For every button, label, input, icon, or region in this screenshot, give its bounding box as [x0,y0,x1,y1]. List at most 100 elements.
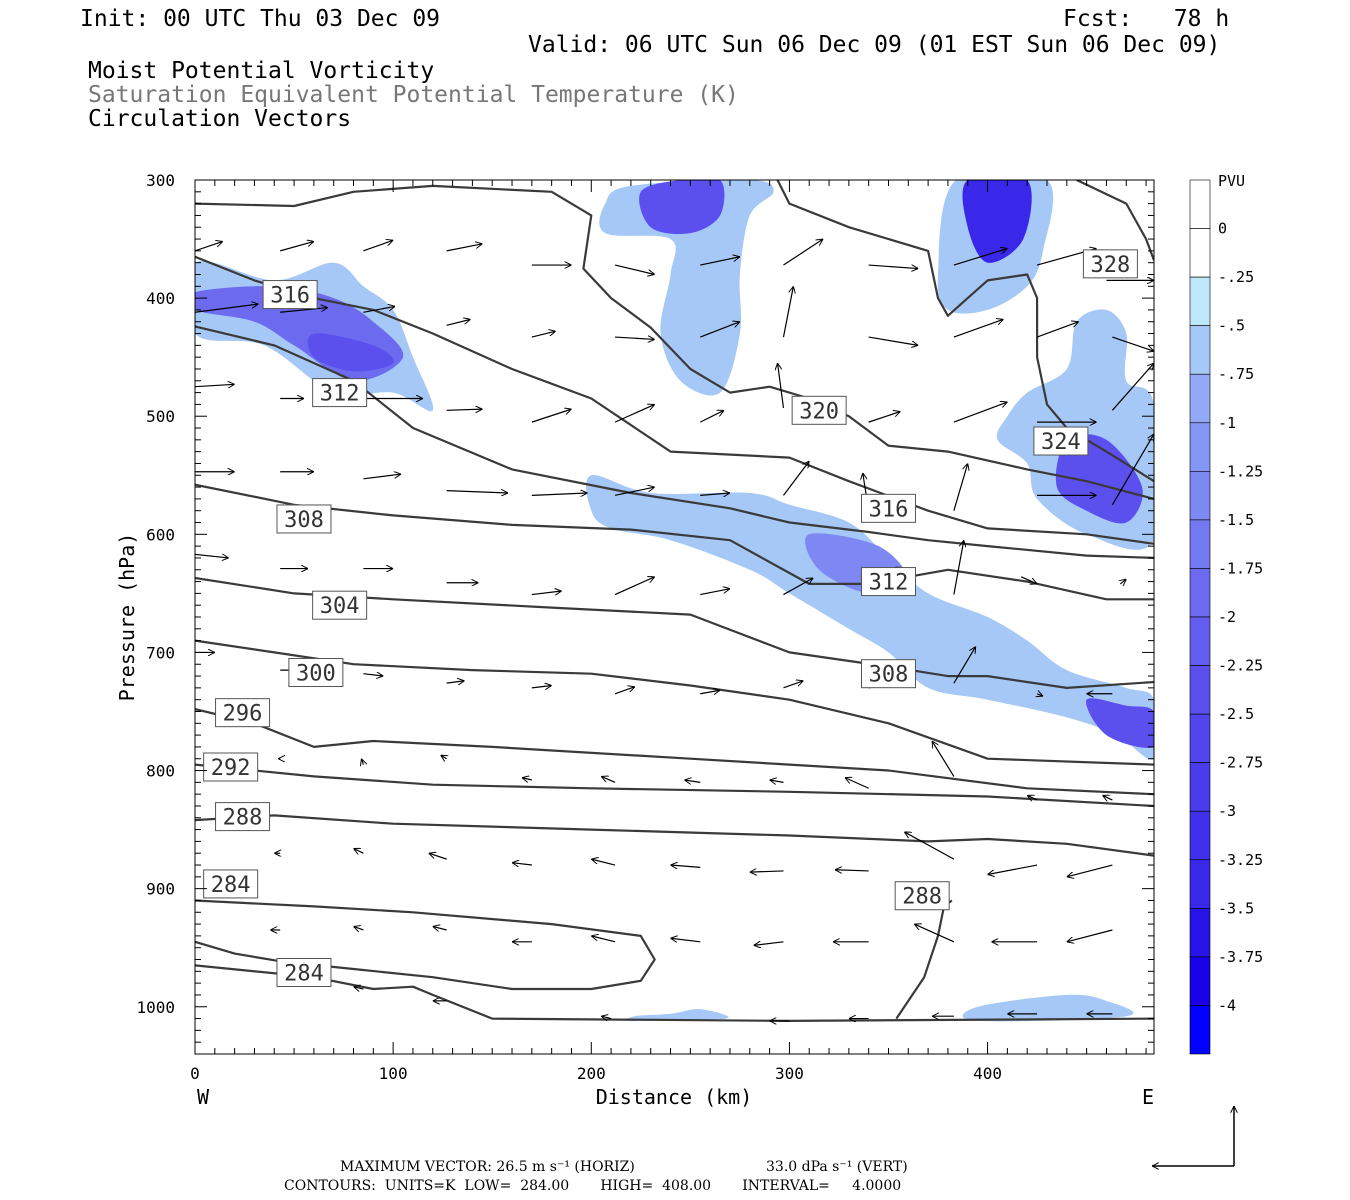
theta-contour-308 [195,483,1154,601]
y-tick-label: 500 [146,407,175,426]
circulation-vector [512,863,532,865]
contour-label: 288 [902,885,942,910]
y-tick-label: 400 [146,289,175,308]
circulation-vector [531,409,572,423]
field-title-vectors: Circulation Vectors [88,106,351,132]
circulation-vector [700,589,730,596]
circulation-vector [904,832,955,860]
colorbar-label: -3.25 [1218,851,1263,869]
y-tick-label: 300 [146,171,175,190]
colorbar-swatch [1189,908,1211,958]
circulation-vector [782,461,809,496]
contour-label: 300 [296,662,336,687]
contour-label-box [860,493,916,523]
contour-label-box [203,752,259,782]
contour-label-box [276,958,332,988]
colorbar-swatch [1189,665,1211,715]
circulation-vector [1111,363,1154,411]
colorbar-swatch [1189,471,1211,521]
colorbar-unit: PVU [1218,172,1245,190]
contour-label: 284 [284,962,324,987]
pv-shade-region [626,1009,729,1022]
contour-label: 324 [1041,430,1081,455]
colorbar-label: -1.5 [1218,511,1254,529]
colorbar-swatch [1189,616,1211,666]
x-tick-label: 100 [379,1064,408,1083]
circulation-vector [700,257,740,266]
reference-vector [1152,1106,1234,1166]
circulation-vector [671,938,701,942]
colorbar-label: -.25 [1218,268,1254,286]
circulation-vector [531,591,562,595]
colorbar-label: -3.75 [1218,948,1263,966]
circulation-vector [700,690,720,694]
circulation-vector [195,384,235,386]
contour-label-box [215,802,271,832]
pv-shade-region [962,180,1032,263]
contour-label-box [860,659,916,689]
contour-label: 328 [1091,253,1131,278]
axis-ticks: 300 400 500 600 700 800 900 1000 0 100 200 300 400 [136,171,1154,1083]
contour-label-box [203,869,259,899]
circulation-vector [614,577,655,596]
contour-label: 312 [869,571,909,596]
circulation-vector [601,1016,612,1018]
pv-shading [195,180,1154,1022]
circulation-vector [361,759,363,765]
circulation-vector [1067,864,1113,877]
circulation-vector [914,924,955,943]
contour-label: 316 [270,284,310,309]
colorbar-label: -3 [1218,802,1236,820]
contour-label-box [1033,426,1089,456]
colorbar-swatch [1189,519,1211,569]
contour-label-box [860,567,916,597]
x-end-west: W [197,1085,210,1109]
theta-contour-292 [195,763,1154,808]
contour-label: 296 [223,702,263,727]
circulation-vector [953,647,976,684]
max-vector-horiz: MAXIMUM VECTOR: 26.5 m s⁻¹ (HORIZ) [340,1159,635,1175]
circulation-vector [531,686,552,688]
colorbar-swatch [1189,810,1211,861]
contour-label-box [215,698,271,728]
contour-label: 292 [211,756,251,781]
circulation-vector [1027,795,1038,800]
circulation-vector [1112,336,1154,351]
contour-label: 284 [211,873,251,898]
colorbar-swatch [1189,1005,1211,1055]
colorbar-label: -.75 [1218,365,1254,383]
circulation-vector [845,778,869,789]
theta-contour-328 [1076,180,1154,261]
colorbar-swatch [1189,422,1211,472]
circulation-vector [1036,322,1079,338]
circulation-vector [446,681,465,683]
contour-label-box [262,280,318,310]
circulation-vector [953,249,1007,266]
pv-shade-region [307,333,394,372]
circulation-vector [354,848,364,853]
colorbar-swatch [1189,859,1211,909]
contour-labels: 316 312 320 324 328 308 316 312 304 308 300 296 292 2… [203,249,1138,988]
circulation-vector [433,926,447,930]
circulation-vector [531,331,556,338]
contour-label: 304 [320,594,360,619]
colorbar-label: -2.75 [1218,754,1263,772]
y-tick-label: 800 [146,762,175,781]
circulation-vector [783,239,823,266]
colorbar-swatch [1189,713,1211,763]
theta-contour-324 [776,180,1154,483]
contour-label-box [1082,249,1138,279]
circulation-vector [750,871,784,872]
circulation-vector [280,241,314,252]
circulation-vector [195,241,223,252]
pv-shade-region [639,180,725,234]
circulation-vector [614,264,655,274]
contour-label: 288 [223,806,263,831]
theta-contour-288 [895,899,953,1020]
contour-info: CONTOURS: UNITS=K LOW= 284.00 HIGH= 408.… [284,1178,901,1194]
circulation-vector [770,780,784,782]
colorbar-label: -4 [1218,996,1236,1014]
field-title-pv: Moist Potential Vorticity [88,58,434,84]
circulation-vector [1021,576,1037,584]
circulation-vector [354,926,364,930]
